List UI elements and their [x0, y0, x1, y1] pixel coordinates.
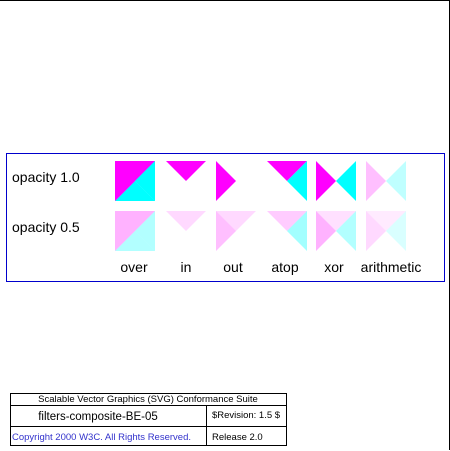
swatch-atop-magenta	[267, 161, 307, 181]
swatch-in-magenta	[166, 211, 206, 231]
swatch-arithmetic-magenta	[366, 161, 386, 201]
swatch-out-magenta	[216, 161, 236, 201]
swatch-atop-cyan	[287, 211, 307, 251]
swatch-xor-magenta	[316, 211, 356, 231]
swatch-over-cyan	[115, 231, 155, 251]
operator-label-out: out	[223, 259, 243, 275]
swatch-arithmetic-cyan	[386, 161, 406, 201]
swatch-arithmetic-magenta	[366, 211, 386, 251]
row-label-opacity-1: opacity 1.0	[12, 169, 80, 185]
swatch-atop-cyan	[287, 211, 307, 251]
revision-text: $Revision: 1.5 $	[212, 410, 281, 421]
swatch-xor-magenta	[316, 161, 336, 201]
composite-panel-border	[6, 153, 445, 282]
swatch-out-magenta	[216, 211, 256, 231]
legend-box: Scalable Vector Graphics (SVG) Conforman…	[10, 393, 287, 446]
operator-label-in: in	[181, 259, 192, 275]
swatch-over-cyan	[115, 181, 155, 201]
suite-title: Scalable Vector Graphics (SVG) Conforman…	[38, 394, 258, 405]
swatch-over-cyan	[135, 161, 155, 201]
swatch-xor-cyan	[336, 161, 356, 201]
swatch-in-magenta	[166, 161, 206, 181]
operator-label-atop: atop	[271, 259, 298, 275]
legend-border	[10, 393, 287, 446]
swatch-atop-cyan	[287, 161, 307, 201]
swatch-over-magenta	[115, 211, 155, 251]
operator-label-over: over	[120, 259, 148, 275]
operator-label-xor: xor	[324, 259, 344, 275]
swatch-atop-magenta	[267, 211, 307, 231]
swatch-xor-cyan	[336, 211, 356, 251]
copyright-text: Copyright 2000 W3C. All Rights Reserved.	[12, 432, 191, 443]
swatch-xor-magenta	[316, 211, 336, 251]
composite-row-opacity-1	[115, 161, 406, 201]
test-name: filters-composite-BE-05	[38, 411, 158, 423]
composite-row-opacity-05	[115, 211, 406, 251]
swatch-arithmetic-magenta	[366, 211, 406, 231]
row-label-opacity-05: opacity 0.5	[12, 219, 80, 235]
swatch-out-magenta	[216, 211, 236, 251]
release-text: Release 2.0	[212, 432, 263, 443]
swatch-arithmetic-cyan	[386, 211, 406, 251]
swatch-over-cyan	[135, 211, 155, 251]
operator-label-arithmetic: arithmetic	[361, 259, 422, 275]
